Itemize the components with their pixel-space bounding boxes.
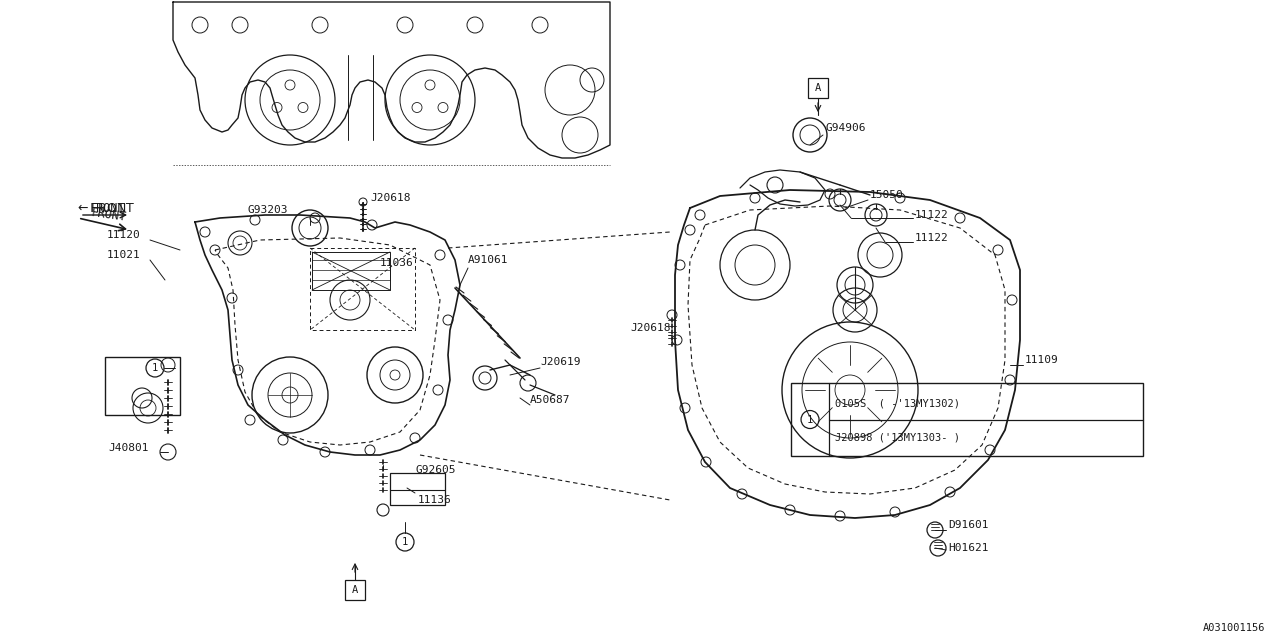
Text: FRONT: FRONT — [90, 206, 127, 224]
Circle shape — [680, 403, 690, 413]
Circle shape — [365, 445, 375, 455]
Circle shape — [210, 245, 220, 255]
Circle shape — [835, 511, 845, 521]
Circle shape — [750, 193, 760, 203]
Text: A031001156: A031001156 — [1202, 623, 1265, 633]
Circle shape — [410, 433, 420, 443]
Circle shape — [685, 225, 695, 235]
Bar — [791, 383, 1143, 456]
Circle shape — [672, 335, 682, 345]
Circle shape — [737, 489, 748, 499]
Text: 15050: 15050 — [870, 190, 904, 200]
Circle shape — [227, 293, 237, 303]
Circle shape — [895, 193, 905, 203]
Circle shape — [161, 358, 175, 372]
Text: 1: 1 — [152, 363, 159, 373]
Text: 11109: 11109 — [1025, 355, 1059, 365]
Text: 0105S  ( -'13MY1302): 0105S ( -'13MY1302) — [835, 398, 960, 408]
Circle shape — [1005, 375, 1015, 385]
Text: G93203: G93203 — [248, 205, 288, 215]
Text: 11036: 11036 — [380, 258, 413, 268]
Circle shape — [986, 445, 995, 455]
Text: 11122: 11122 — [915, 210, 948, 220]
Text: FRONT: FRONT — [90, 202, 125, 214]
Text: A50687: A50687 — [530, 395, 571, 405]
Text: 11122: 11122 — [915, 233, 948, 243]
Text: 11136: 11136 — [419, 495, 452, 505]
Circle shape — [233, 365, 243, 375]
Text: J20618: J20618 — [630, 323, 671, 333]
Circle shape — [1007, 295, 1018, 305]
Text: G94906: G94906 — [826, 123, 865, 133]
Text: $\leftarrow$FRONT: $\leftarrow$FRONT — [76, 202, 136, 214]
Bar — [105, 357, 180, 415]
Text: A91061: A91061 — [468, 255, 508, 265]
Circle shape — [433, 385, 443, 395]
Text: 1: 1 — [402, 537, 408, 547]
Text: 11120: 11120 — [108, 230, 141, 240]
Circle shape — [955, 213, 965, 223]
Text: D91601: D91601 — [948, 520, 988, 530]
Text: J20898 ('13MY1303- ): J20898 ('13MY1303- ) — [835, 433, 960, 443]
Circle shape — [367, 220, 378, 230]
Circle shape — [890, 507, 900, 517]
Text: J40801: J40801 — [108, 443, 148, 453]
Circle shape — [785, 505, 795, 515]
Circle shape — [993, 245, 1004, 255]
Circle shape — [695, 210, 705, 220]
Text: A: A — [352, 585, 358, 595]
Bar — [346, 580, 365, 600]
Circle shape — [278, 435, 288, 445]
Circle shape — [701, 457, 710, 467]
Text: 1: 1 — [806, 415, 813, 424]
Circle shape — [945, 487, 955, 497]
Bar — [808, 78, 828, 98]
Circle shape — [826, 189, 835, 199]
Text: H01621: H01621 — [948, 543, 988, 553]
Text: A: A — [815, 83, 822, 93]
Text: J20619: J20619 — [540, 357, 581, 367]
Circle shape — [320, 447, 330, 457]
Circle shape — [675, 260, 685, 270]
Text: G92605: G92605 — [416, 465, 457, 475]
Circle shape — [435, 250, 445, 260]
Text: J20618: J20618 — [370, 193, 411, 203]
Bar — [390, 473, 445, 505]
Circle shape — [443, 315, 453, 325]
Circle shape — [250, 215, 260, 225]
Circle shape — [244, 415, 255, 425]
Text: 11021: 11021 — [108, 250, 141, 260]
Circle shape — [310, 213, 320, 223]
Circle shape — [200, 227, 210, 237]
